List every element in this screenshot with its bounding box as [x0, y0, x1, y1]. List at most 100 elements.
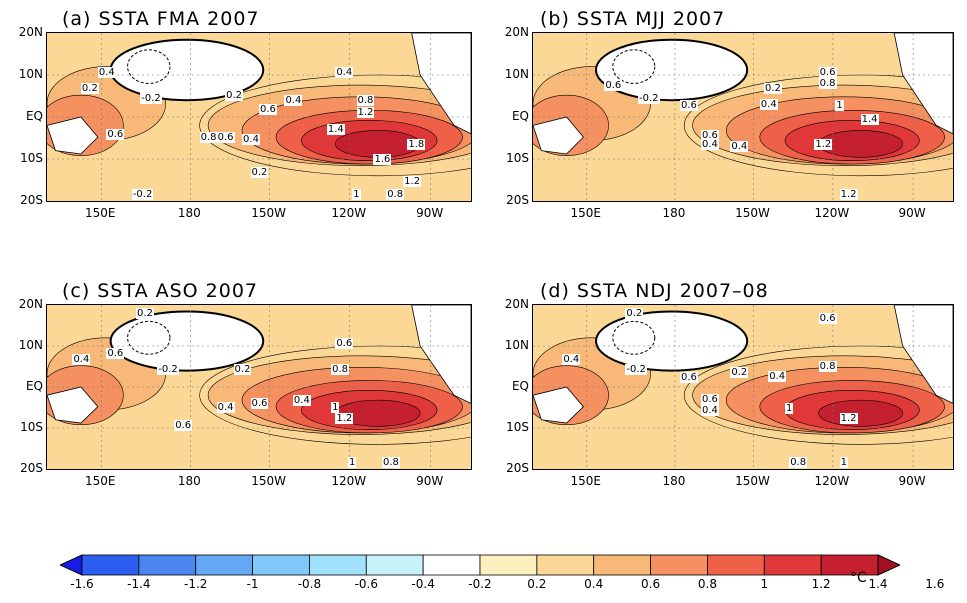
contour-label: 0.4: [701, 405, 719, 417]
colorbar-tick-label: 1: [760, 577, 769, 591]
latitude-label: 10S: [506, 420, 529, 434]
longitude-label: 180: [662, 474, 686, 488]
contour-label: 0.6: [818, 313, 837, 325]
contour-label: 0.4: [701, 138, 719, 150]
panel-title: (c) SSTA ASO 2007: [62, 280, 259, 302]
colorbar-tick-label: 0.2: [527, 577, 547, 591]
sst-anomaly-map: 0.4 0.2 -0.2 0.2 0.4 0.6 0.4 0.6 0.8 1.2 1.4 0.8 0.6…: [46, 32, 472, 202]
longitude-label: 180: [662, 206, 686, 220]
contour-label: 0.6: [106, 347, 125, 359]
latitude-label: 20N: [504, 297, 529, 311]
contour-label: 1.2: [814, 138, 833, 150]
colorbar-swatch: [593, 554, 651, 576]
contour-label: 0.8: [381, 457, 400, 468]
contour-label: -0.2: [131, 189, 154, 200]
colorbar-swatch: [422, 554, 481, 576]
contour-label: 0.2: [225, 90, 243, 102]
contour-label: 0.2: [764, 83, 782, 95]
contour-label: 1.2: [356, 106, 375, 118]
contour-label: 0.4: [335, 66, 354, 78]
contour-label: 1.2: [335, 413, 354, 425]
latitude-label: 20S: [506, 193, 529, 207]
longitude-label: 90W: [898, 206, 926, 220]
latitude-label: 10N: [504, 338, 529, 352]
contour-label: 1.2: [839, 189, 858, 200]
latitude-label: 10S: [20, 420, 43, 434]
contour-label: 0.8: [356, 95, 375, 107]
latitude-label: 10N: [18, 338, 43, 352]
contour-label: 0.4: [562, 354, 581, 366]
colorbar-swatch: [479, 554, 538, 576]
longitude-label: 150E: [85, 474, 116, 488]
latitude-label: 10S: [20, 151, 43, 165]
latitude-label: 20N: [18, 297, 43, 311]
colorbar-swatch: [195, 554, 253, 576]
sst-field: [533, 33, 953, 201]
longitude-label: 120W: [331, 474, 367, 488]
contour-label: 0.8: [789, 457, 808, 468]
longitude-label: 150W: [251, 474, 286, 488]
contour-label: 0.4: [216, 401, 235, 413]
latitude-label: 20N: [504, 25, 529, 39]
sst-field: [47, 305, 471, 469]
contour-label: 1.4: [326, 123, 345, 135]
colorbar-swatch: [536, 554, 595, 576]
contour-label: -0.2: [625, 364, 647, 376]
contour-label: 0.4: [72, 354, 91, 366]
sst-field: [533, 305, 953, 469]
colorbar-swatch: [365, 554, 424, 576]
contour-label: 1.4: [860, 113, 879, 125]
contour-label: 0.6: [216, 132, 235, 144]
colorbar-tick-label: -0.8: [297, 577, 322, 591]
contour-label: 0.8: [818, 78, 837, 90]
latitude-label: 20S: [506, 461, 529, 475]
contour-label: 0.4: [768, 370, 787, 382]
colorbar-tick-label: -0.4: [411, 577, 435, 591]
contour-label: 0.4: [759, 98, 778, 110]
contour-label: 0.6: [174, 419, 193, 431]
longitude-label: 150W: [251, 206, 286, 220]
latitude-label: 20N: [18, 25, 43, 39]
colorbar-swatch: [763, 554, 822, 576]
latitude-label: 20S: [20, 193, 43, 207]
latitude-label: EQ: [511, 109, 529, 123]
contour-label: 1: [352, 189, 361, 200]
contour-label: 0.2: [625, 308, 644, 320]
panel-title: (a) SSTA FMA 2007: [62, 8, 260, 30]
colorbar-arrow-left: [60, 554, 83, 576]
contour-label: 0.6: [680, 372, 698, 384]
colorbar-tick-label: -1.2: [183, 577, 208, 591]
colorbar-swatch: [252, 554, 310, 576]
latitude-label: EQ: [25, 109, 43, 123]
colorbar-swatch: [81, 554, 140, 576]
contour-label: 0.8: [199, 132, 218, 144]
colorbar-tick-label: 1.6: [925, 577, 945, 591]
longitude-label: 90W: [898, 474, 926, 488]
contour-label: 1.6: [373, 153, 392, 165]
sst-anomaly-map: 0.2 0.6 0.4 -0.2 0.2 0.6 0.4 0.8 0.6 0.4 1 1.2 0.8 1: [532, 304, 954, 470]
colorbar-tick-label: -1.4: [127, 577, 151, 591]
longitude-label: 120W: [814, 474, 850, 488]
contour-label: 0.6: [818, 66, 837, 78]
longitude-label: 120W: [331, 206, 367, 220]
contour-label: -0.2: [140, 93, 162, 105]
colorbar-swatch: [650, 554, 708, 576]
longitude-label: 120W: [814, 206, 850, 220]
contour-label: 0.8: [331, 364, 349, 376]
latitude-label: EQ: [511, 379, 529, 393]
colorbar-tick-label: -1: [246, 577, 259, 591]
contour-label: 0.6: [250, 398, 269, 410]
colorbar-swatch: [707, 554, 765, 576]
contour-label: 1.2: [839, 413, 858, 425]
longitude-label: 150E: [570, 474, 602, 488]
contour-label: 1.2: [403, 175, 422, 187]
colorbar: [60, 554, 900, 576]
contour-label: 1: [835, 100, 844, 112]
latitude-label: 10N: [18, 67, 43, 81]
colorbar-tick-label: 0.6: [641, 577, 661, 591]
colorbar-tick-label: 0.4: [584, 577, 604, 591]
contour-label: 0.2: [80, 83, 99, 95]
longitude-label: 90W: [416, 206, 444, 220]
contour-label: 0.6: [701, 393, 719, 405]
contour-label: 1: [331, 401, 340, 413]
